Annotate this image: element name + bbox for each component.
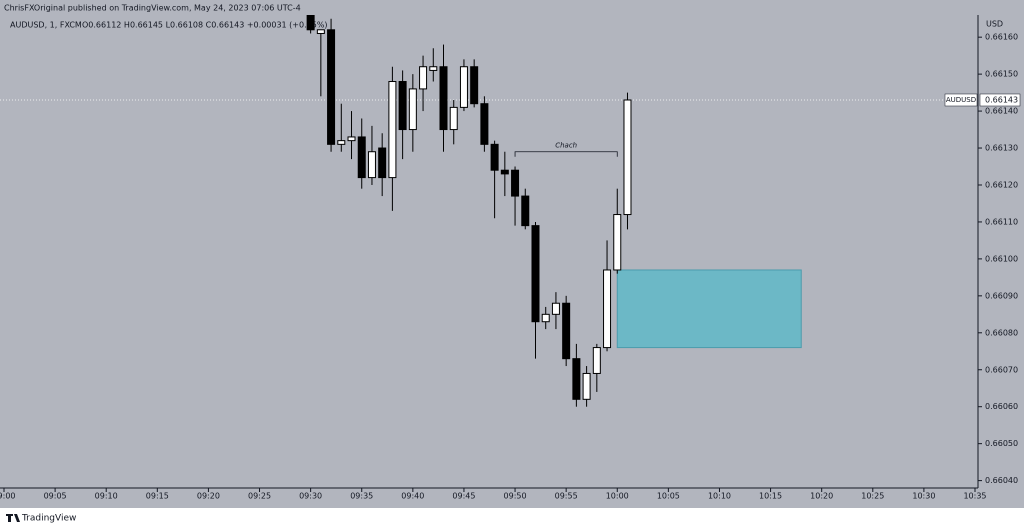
annotation-text: Chach	[555, 142, 577, 150]
background	[0, 0, 1024, 508]
plot: Chach	[0, 15, 978, 407]
symbol-tag	[944, 93, 978, 107]
candle-body	[603, 269, 612, 349]
x-tick-label: 09:05	[44, 492, 67, 501]
candle-body	[306, 15, 315, 31]
candle-body	[388, 81, 397, 179]
ohlc: O0.66112 H0.66145 L0.66108 C0.66143 +0.0…	[82, 21, 328, 30]
candle-body	[480, 103, 489, 145]
candle-body	[367, 151, 376, 179]
x-tick-label: 10:10	[708, 492, 731, 501]
candle-body	[347, 136, 356, 142]
candle-body	[551, 302, 560, 315]
price-tag	[979, 93, 1021, 107]
x-tick-label: 09:25	[248, 492, 271, 501]
x-tick-label: 09:35	[350, 492, 373, 501]
footer	[0, 508, 1024, 528]
candle-body	[398, 81, 407, 131]
candle-body	[582, 372, 591, 400]
y-tick-label: 0.66060	[985, 402, 1018, 411]
symbol: AUDUSD, 1, FXCM	[10, 21, 82, 30]
candle-body	[378, 147, 387, 179]
candle-body	[572, 358, 581, 400]
candle-body	[613, 214, 622, 271]
candle-body	[541, 313, 550, 323]
candle-body	[449, 106, 458, 131]
candle-body	[592, 347, 601, 374]
x-tick-label: 09:50	[504, 492, 527, 501]
y-tick-label: 0.66130	[985, 144, 1018, 153]
y-tick-label: 0.66090	[985, 291, 1018, 300]
candle-body	[316, 29, 325, 34]
candle-body	[521, 195, 530, 227]
candle-body	[327, 29, 336, 145]
logo-icon	[6, 514, 20, 522]
candle-body	[470, 66, 479, 105]
y-tick-label: 0.66070	[985, 365, 1018, 374]
x-tick-label: 10:20	[810, 492, 833, 501]
x-tick-label: 09:30	[299, 492, 322, 501]
candle-body	[511, 169, 520, 197]
y-tick-label: 0.66150	[985, 70, 1018, 79]
x-tick-label: 10:00	[606, 492, 629, 501]
zone	[616, 269, 802, 349]
x-tick-label: 10:30	[912, 492, 935, 501]
candle-body	[439, 66, 448, 131]
candle-body	[408, 88, 417, 131]
y-tick-label: 0.66110	[985, 217, 1018, 226]
publisher: ChrisFXOriginal published on TradingView…	[4, 4, 301, 13]
x-tick-label: 09:15	[146, 492, 169, 501]
candle-body	[623, 99, 632, 216]
y-tick-label: 0.66050	[985, 439, 1018, 448]
y-tick-label: 0.66160	[985, 33, 1018, 42]
candle-body	[500, 169, 509, 175]
candle-body	[459, 66, 468, 108]
x-tick-label: 09:45	[452, 492, 475, 501]
candle-body	[531, 225, 540, 323]
x-tick-label: 10:35	[963, 492, 986, 501]
price-tag-text: 0.66143	[985, 95, 1018, 104]
logo: TradingView	[21, 514, 76, 524]
x-tick-label: 10:25	[861, 492, 884, 501]
x-tick-label: 09:10	[95, 492, 118, 501]
y-tick-label: 0.66100	[985, 254, 1018, 263]
x-tick-label: 10:15	[759, 492, 782, 501]
candle-body	[337, 140, 346, 145]
y-tick-label: 0.66140	[985, 107, 1018, 116]
candle-body	[357, 136, 366, 179]
y-tick-label: 0.66120	[985, 180, 1018, 189]
candle-body	[419, 66, 428, 90]
annotation-line	[514, 151, 618, 157]
x-tick-label: 10:05	[657, 492, 680, 501]
candle-body	[429, 66, 438, 71]
candle-body	[562, 302, 571, 360]
x-tick-label: 09:40	[401, 492, 424, 501]
x-tick-label: 09:20	[197, 492, 220, 501]
y-tick-label: 0.66080	[985, 328, 1018, 337]
y-tick-label: 0.66040	[985, 476, 1018, 485]
symbol-tag-text: AUDUSD	[946, 96, 976, 104]
candle-body	[490, 143, 499, 171]
currency: USD	[986, 20, 1003, 29]
x-tick-label: 09:55	[555, 492, 578, 501]
x-tick-label: 09:00	[0, 492, 16, 501]
